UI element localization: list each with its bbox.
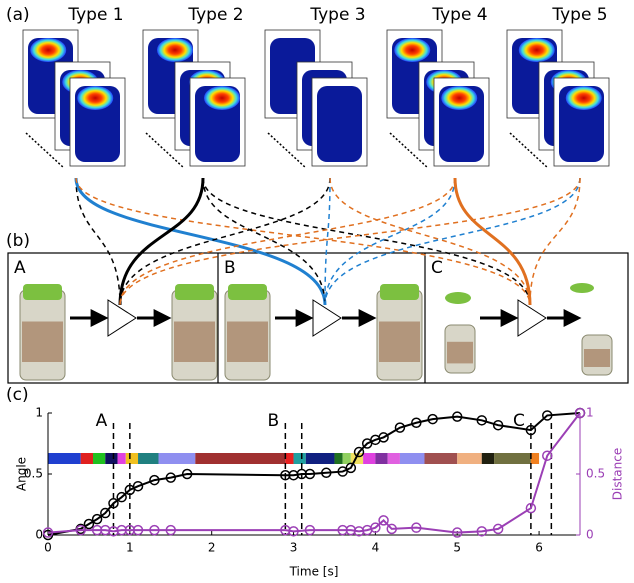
scene-label: C [431, 258, 443, 278]
phase-band [388, 453, 400, 464]
panel-label: (c) [6, 385, 29, 405]
phase-band [343, 453, 351, 464]
x-tick-label: 5 [453, 541, 461, 555]
phase-band [93, 453, 105, 464]
y-tick-label: 1 [35, 406, 43, 420]
type-label: Type 5 [551, 5, 607, 25]
operator [518, 300, 546, 336]
jar [317, 86, 362, 162]
scene-label: B [224, 258, 236, 278]
heat-spot [566, 86, 602, 110]
heat-spot [77, 86, 113, 110]
lid [570, 283, 594, 293]
phase-band [334, 453, 342, 464]
x-tick-label: 0 [44, 541, 52, 555]
panel-label: (b) [6, 231, 30, 251]
phase-band [138, 453, 158, 464]
heat-spot [157, 38, 193, 62]
phase-band [494, 453, 531, 464]
phase-band [306, 453, 335, 464]
phase-band [48, 453, 81, 464]
type-label: Type 1 [67, 5, 123, 25]
jar-label [22, 322, 63, 363]
x-axis-label: Time [s] [289, 565, 339, 579]
x-tick-label: 4 [372, 541, 380, 555]
jar-label [584, 349, 610, 367]
operator [313, 300, 341, 336]
type-label: Type 3 [309, 5, 365, 25]
x-tick-label: 6 [535, 541, 543, 555]
phase-band [105, 453, 117, 464]
event-label: A [96, 411, 108, 431]
scene-label: A [14, 258, 26, 278]
heat-spot [519, 38, 555, 62]
jar-label [174, 322, 215, 363]
phase-band [375, 453, 387, 464]
phase-band [400, 453, 425, 464]
y-axis-label: Angle [15, 457, 29, 491]
illustration: Type 1 Type 2 Type 3 Type 4 Type 5 A B C [8, 5, 628, 383]
chart: 012345600.5100.51Time [s]AngleDistanceAB… [15, 406, 625, 579]
jar-label [379, 322, 420, 363]
heat-spot [204, 86, 240, 110]
phase-band [285, 453, 293, 464]
mapping-curve [76, 178, 530, 305]
phase-band [424, 453, 457, 464]
phase-band [195, 453, 285, 464]
phase-band [118, 453, 126, 464]
type-label: Type 4 [431, 5, 487, 25]
jar-lid [228, 284, 267, 300]
heat-spot [394, 38, 430, 62]
y2-axis-label: Distance [611, 448, 625, 500]
phase-band [482, 453, 494, 464]
phase-band [531, 453, 539, 464]
phase-band [457, 453, 482, 464]
jar-lid [23, 284, 62, 300]
x-tick-label: 1 [126, 541, 134, 555]
y-tick-label: 0 [35, 528, 43, 542]
panel-label: (a) [6, 5, 30, 25]
mapping-curve [325, 178, 580, 305]
x-tick-label: 2 [208, 541, 216, 555]
phase-band [126, 453, 138, 464]
phase-band [363, 453, 375, 464]
jar-lid [175, 284, 214, 300]
x-tick-label: 3 [290, 541, 298, 555]
jar-label [227, 322, 268, 363]
lid [445, 292, 471, 304]
phase-band [81, 453, 93, 464]
phase-band [294, 453, 306, 464]
event-label: B [268, 411, 280, 431]
figure: (a) (b) (c) Type 1Type 2Type 3Type 4Type… [0, 0, 634, 583]
heat-spot [441, 86, 477, 110]
phase-band [158, 453, 195, 464]
y2-tick-label: 0.5 [586, 467, 605, 481]
jar-label [447, 342, 473, 364]
jar-lid [380, 284, 419, 300]
type-label: Type 2 [187, 5, 243, 25]
heat-spot [30, 38, 66, 62]
y2-tick-label: 0 [586, 528, 594, 542]
y2-tick-label: 1 [586, 406, 594, 420]
operator [108, 300, 136, 336]
mapping-curve [76, 178, 120, 305]
